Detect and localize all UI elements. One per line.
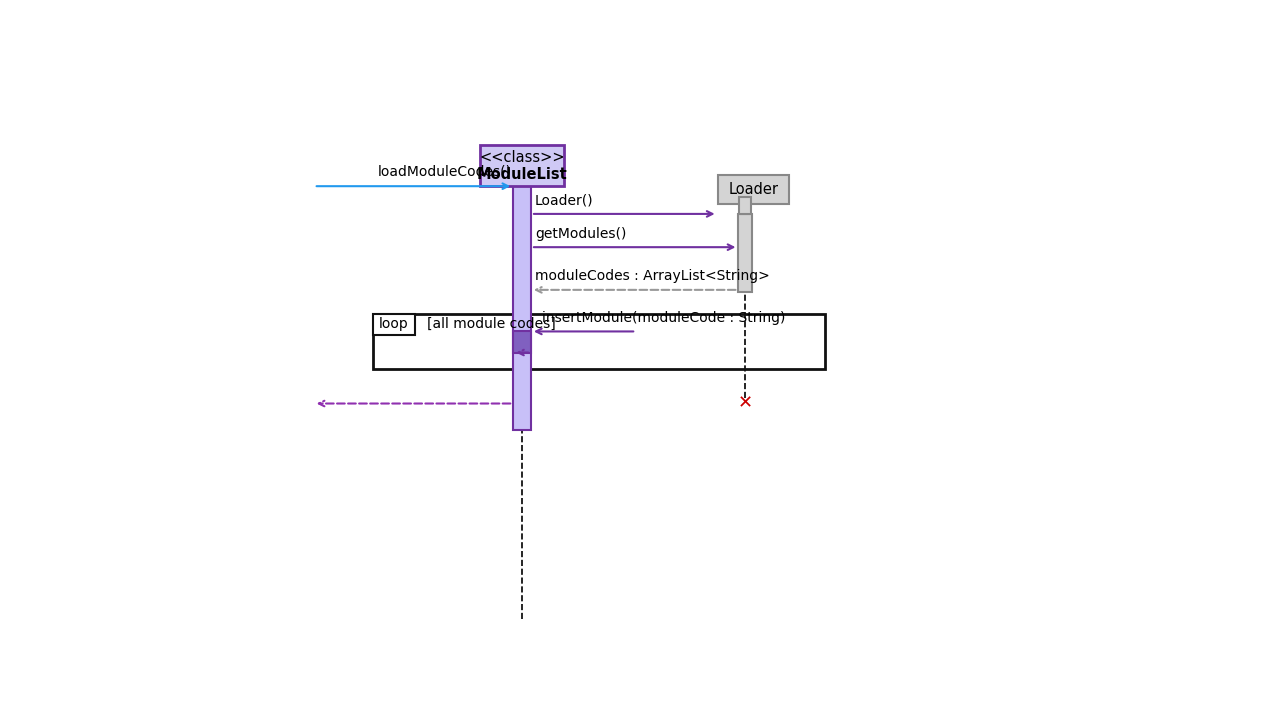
Text: insertModule(moduleCode : String): insertModule(moduleCode : String) xyxy=(541,311,786,325)
Text: <<class>>: <<class>> xyxy=(479,150,564,165)
Bar xyxy=(739,214,753,292)
Text: [all module codes]: [all module codes] xyxy=(426,318,556,331)
Bar xyxy=(513,186,531,430)
Text: loadModuleCodes(): loadModuleCodes() xyxy=(378,165,512,179)
Text: Loader(): Loader() xyxy=(535,193,594,207)
Text: getModules(): getModules() xyxy=(535,227,626,240)
Bar xyxy=(480,145,564,186)
Bar xyxy=(374,314,415,335)
Text: Loader: Loader xyxy=(728,182,778,197)
Text: ✕: ✕ xyxy=(737,395,753,413)
Bar xyxy=(513,331,531,353)
Text: moduleCodes : ArrayList<String>: moduleCodes : ArrayList<String> xyxy=(535,269,769,283)
Bar xyxy=(374,314,824,369)
Bar xyxy=(718,175,788,204)
Text: ModuleList: ModuleList xyxy=(476,167,567,182)
Bar xyxy=(740,197,751,214)
Text: loop: loop xyxy=(379,318,410,331)
